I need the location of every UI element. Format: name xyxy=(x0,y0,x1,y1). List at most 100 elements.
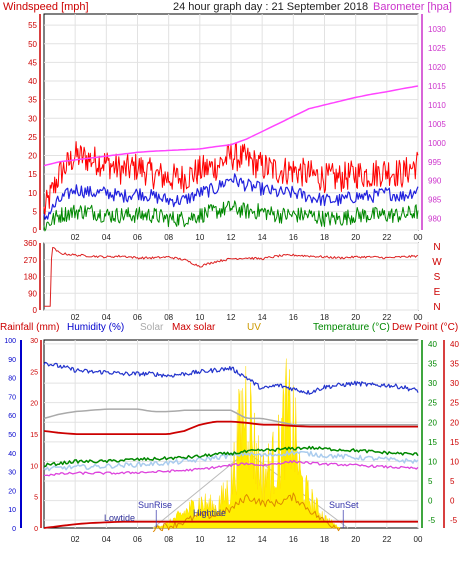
legend-entry: Humidity (%) xyxy=(67,322,124,333)
temperature-x-tick-label: 00 xyxy=(414,535,423,544)
humidity-tick-label: 30 xyxy=(8,470,16,477)
lowtide-label: Lowtide xyxy=(104,513,135,523)
dewpoint-tick-label: 35 xyxy=(450,360,459,369)
humidity-line xyxy=(43,361,419,395)
humidity-tick-label: 50 xyxy=(8,432,16,439)
direction-x-tick-label: 14 xyxy=(258,313,267,322)
dewpoint-tick-label: 30 xyxy=(450,379,459,388)
direction-tick-label: 180 xyxy=(24,273,38,282)
temperature-x-tick-label: 22 xyxy=(382,535,391,544)
legend-entry: Temperature (°C) xyxy=(313,322,390,333)
dewpoint-tick-label: 10 xyxy=(450,457,459,466)
wind-x-tick-label: 10 xyxy=(195,233,204,242)
barometer-tick-label: 1000 xyxy=(428,139,446,148)
barometer-tick-label: 1005 xyxy=(428,120,446,129)
dewpoint-line xyxy=(44,459,419,477)
wind-tick-label: 10 xyxy=(28,189,37,198)
temperature-x-tick-label: 08 xyxy=(164,535,173,544)
wind-x-tick-label: 06 xyxy=(133,233,142,242)
temperature-x-tick-label: 02 xyxy=(71,535,80,544)
direction-x-tick-label: 10 xyxy=(195,313,204,322)
direction-x-tick-label: 08 xyxy=(164,313,173,322)
wind-x-tick-label: 16 xyxy=(289,233,298,242)
direction-x-tick-label: 18 xyxy=(320,313,329,322)
compass-label: N xyxy=(433,302,440,313)
compass-label: S xyxy=(434,272,441,283)
temperature-tick-label: 15 xyxy=(428,438,437,447)
hightide-label: Hightide xyxy=(193,508,226,518)
direction-x-tick-label: 22 xyxy=(382,313,391,322)
legend: Rainfall (mm) Humidity (%) Solar Max solar U… xyxy=(0,322,458,333)
max-solar-line xyxy=(43,420,418,436)
wind-x-tick-label: 14 xyxy=(258,233,267,242)
humidity-tick-label: 10 xyxy=(8,507,16,514)
temperature-tick-label: 40 xyxy=(428,340,437,349)
wind-tick-label: 15 xyxy=(28,170,37,179)
barometer-tick-label: 1030 xyxy=(428,25,446,34)
wind-tick-label: 45 xyxy=(28,58,37,67)
temperature-x-tick-label: 12 xyxy=(227,535,236,544)
barometer-tick-label: 985 xyxy=(428,196,442,205)
humidity-tick-label: 40 xyxy=(8,451,16,458)
dewpoint-tick-label: -5 xyxy=(450,516,458,525)
legend-entry: Max solar xyxy=(172,322,216,333)
humidity-tick-label: 100 xyxy=(4,338,16,345)
temperature-x-tick-label: 04 xyxy=(102,535,111,544)
temperature-tick-label: 30 xyxy=(428,379,437,388)
direction-x-tick-label: 12 xyxy=(227,313,236,322)
sunset-label: SunSet xyxy=(329,500,359,510)
windspeed-line xyxy=(43,173,419,220)
barometer-tick-label: 1010 xyxy=(428,101,446,110)
rainfall-tick-label: 0 xyxy=(34,526,38,533)
sunrise-label: SunRise xyxy=(138,500,172,510)
dewpoint-tick-label: 5 xyxy=(450,477,455,486)
temperature-tick-label: -5 xyxy=(428,516,436,525)
wind-x-tick-label: 08 xyxy=(164,233,173,242)
dewpoint-tick-label: 25 xyxy=(450,399,459,408)
wind-tick-label: 20 xyxy=(28,152,37,161)
temperature-line xyxy=(43,445,419,468)
direction-tick-label: 0 xyxy=(33,306,38,315)
rainfall-tick-label: 25 xyxy=(30,369,38,376)
compass-label: W xyxy=(432,257,442,268)
wind-x-tick-label: 04 xyxy=(102,233,111,242)
temperature-tick-label: 0 xyxy=(428,497,433,506)
rainfall-tick-label: 5 xyxy=(34,495,38,502)
wind-direction-line xyxy=(44,247,419,307)
legend-entry: Dew Point (°C) xyxy=(392,322,458,333)
humidity-tick-label: 60 xyxy=(8,413,16,420)
wind-tick-label: 5 xyxy=(33,207,38,216)
direction-x-tick-label: 04 xyxy=(102,313,111,322)
windspeed-axis-title: Windspeed [mph] xyxy=(3,1,89,13)
temperature-tick-label: 5 xyxy=(428,477,433,486)
direction-tick-label: 360 xyxy=(24,239,38,248)
rainfall-line xyxy=(43,520,418,529)
temperature-x-tick-label: 20 xyxy=(351,535,360,544)
barometer-tick-label: 980 xyxy=(428,215,442,224)
legend-entry: UV xyxy=(247,322,261,333)
temperature-tick-label: 25 xyxy=(428,399,437,408)
barometer-line xyxy=(43,85,419,167)
direction-x-tick-label: 06 xyxy=(133,313,142,322)
barometer-tick-label: 990 xyxy=(428,177,442,186)
barometer-axis-title: Barometer [hpa] xyxy=(373,1,452,13)
wind-tick-label: 40 xyxy=(28,77,37,86)
direction-x-tick-label: 02 xyxy=(71,313,80,322)
dewpoint-tick-label: 15 xyxy=(450,438,459,447)
temperature-x-tick-label: 18 xyxy=(320,535,329,544)
wind-x-tick-label: 12 xyxy=(227,233,236,242)
min-windspeed-line xyxy=(43,200,419,232)
rainfall-tick-label: 30 xyxy=(30,338,38,345)
direction-x-tick-label: 16 xyxy=(289,313,298,322)
wind-x-tick-label: 02 xyxy=(71,233,80,242)
feels-like-line xyxy=(43,450,419,472)
direction-tick-label: 90 xyxy=(28,289,37,298)
humidity-tick-label: 80 xyxy=(8,376,16,383)
barometer-tick-label: 1025 xyxy=(428,44,446,53)
wind-tick-label: 55 xyxy=(28,21,37,30)
legend-entry: Solar xyxy=(140,322,164,333)
humidity-tick-label: 90 xyxy=(8,357,16,364)
direction-x-tick-label: 00 xyxy=(414,313,423,322)
uv-area xyxy=(152,358,341,529)
